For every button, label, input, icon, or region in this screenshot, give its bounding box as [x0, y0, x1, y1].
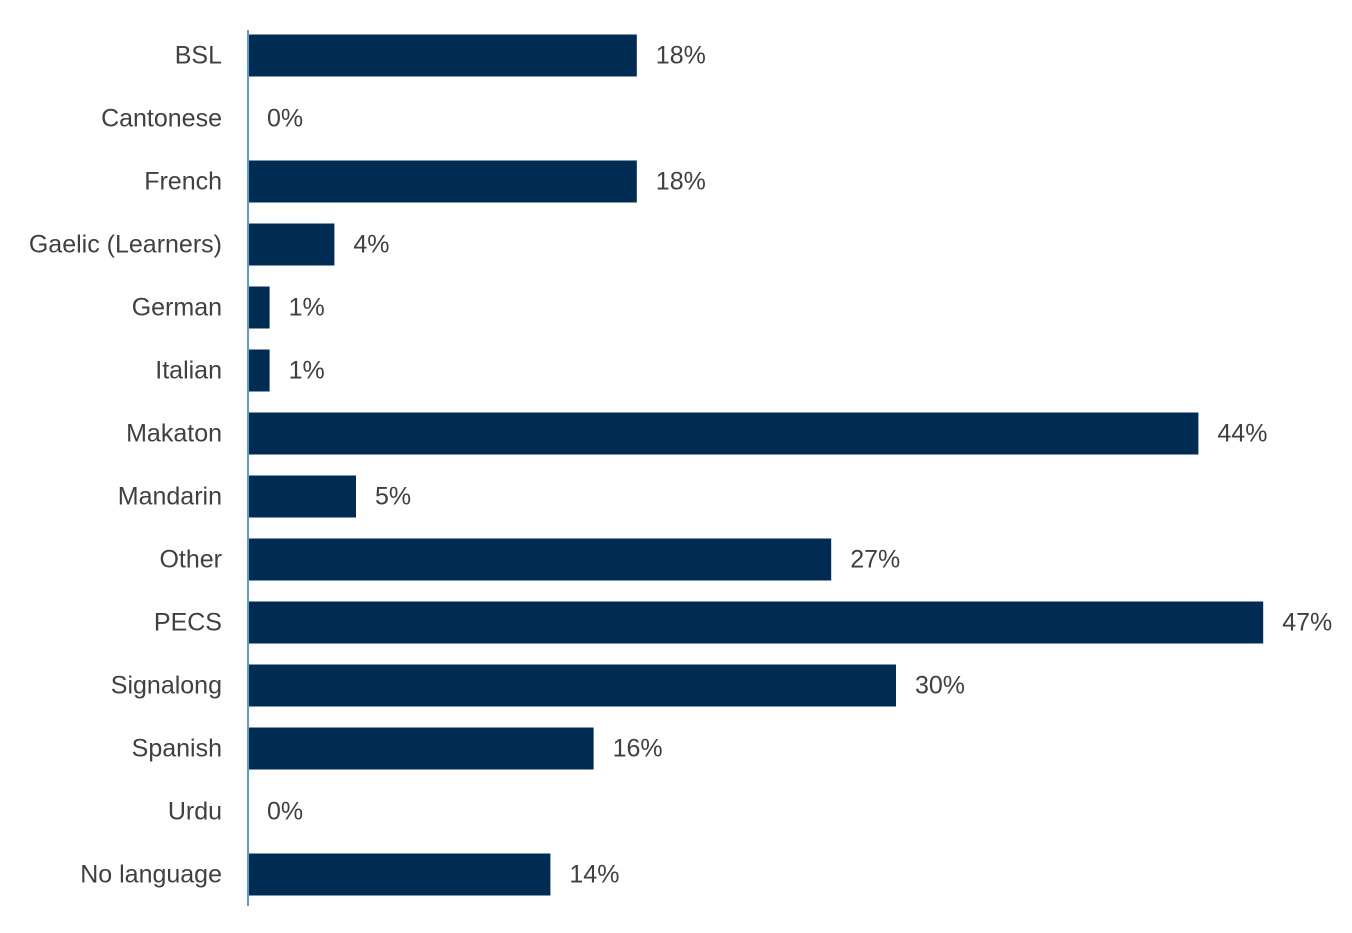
bar-3 — [248, 223, 335, 266]
bar-10 — [248, 664, 896, 707]
category-label: Spanish — [132, 735, 222, 763]
category-label: Gaelic (Learners) — [29, 231, 222, 259]
value-label: 1% — [289, 294, 325, 322]
value-label: 27% — [850, 546, 900, 574]
category-label: PECS — [154, 609, 222, 637]
category-label: No language — [80, 861, 222, 889]
value-label: 18% — [656, 42, 706, 70]
value-label: 0% — [267, 798, 303, 826]
category-label: Signalong — [111, 672, 222, 700]
category-label: Italian — [155, 357, 222, 385]
bar-6 — [248, 412, 1199, 455]
bar-2 — [248, 160, 637, 203]
value-label: 0% — [267, 105, 303, 133]
value-label: 47% — [1282, 609, 1332, 637]
category-label: Cantonese — [101, 105, 222, 133]
value-label: 18% — [656, 168, 706, 196]
bar-8 — [248, 538, 832, 581]
value-label: 14% — [569, 861, 619, 889]
category-label: Mandarin — [118, 483, 222, 511]
bar-11 — [248, 727, 594, 770]
bar-13 — [248, 853, 551, 896]
value-labels-layer: 18% 0% 18% 4% 1% 1% 44% 5% 27% 47% 30% 16% 0% 14% — [267, 42, 1332, 889]
category-labels-layer: BSL Cantonese French Gaelic (Learners) Germa… — [29, 42, 222, 889]
bar-4 — [248, 286, 270, 329]
bar-7 — [248, 475, 356, 518]
category-label: French — [144, 168, 222, 196]
value-label: 30% — [915, 672, 965, 700]
category-label: Makaton — [126, 420, 222, 448]
bar-0 — [248, 34, 637, 77]
category-label: Other — [159, 546, 222, 574]
category-label: German — [132, 294, 222, 322]
bars-layer — [248, 34, 1264, 896]
category-label: BSL — [175, 42, 222, 70]
value-label: 5% — [375, 483, 411, 511]
value-label: 1% — [289, 357, 325, 385]
category-label: Urdu — [168, 798, 222, 826]
value-label: 44% — [1217, 420, 1267, 448]
bar-5 — [248, 349, 270, 392]
value-label: 16% — [613, 735, 663, 763]
bar-9 — [248, 601, 1264, 644]
value-label: 4% — [353, 231, 389, 259]
